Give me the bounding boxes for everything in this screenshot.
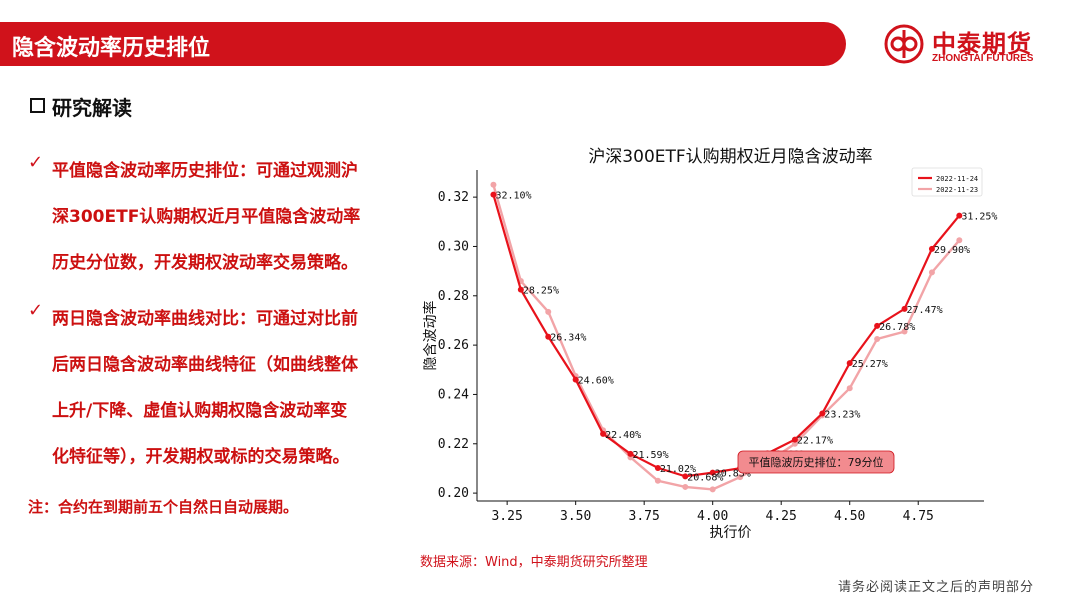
data-point	[956, 237, 963, 244]
bullet-line: 历史分位数，开发期权波动率交易策略。	[52, 253, 358, 273]
data-label: 21.59%	[632, 450, 668, 461]
data-point	[709, 486, 716, 493]
data-label: 24.60%	[578, 376, 614, 387]
data-point	[490, 181, 497, 188]
bullet-line: 两日隐含波动率曲线对比：可通过对比前	[52, 309, 358, 329]
data-point	[517, 286, 524, 293]
data-label: 29.90%	[934, 245, 970, 256]
data-label: 21.02%	[660, 464, 696, 475]
data-point	[846, 360, 853, 367]
x-tick-label: 3.25	[491, 509, 522, 524]
data-point	[791, 436, 798, 443]
data-label: 22.17%	[797, 436, 833, 447]
data-point	[682, 473, 689, 480]
x-tick-label: 4.25	[766, 509, 797, 524]
data-point	[928, 269, 935, 276]
data-label: 22.40%	[605, 430, 641, 441]
data-label: 31.25%	[961, 212, 997, 223]
y-tick-label: 0.22	[438, 437, 469, 452]
y-axis-label: 隐含波动率	[422, 301, 439, 371]
iv-smile-chart: 沪深300ETF认购期权近月隐含波动率 0.20 0.22 0.24 0.26 0.28 0…	[422, 147, 997, 541]
bullet-list: ✓ 平值隐含波动率历史排位：可通过观测沪 深300ETF认购期权近月平值隐含波动…	[28, 148, 400, 494]
data-label: 23.23%	[824, 409, 860, 420]
bullet-line: 上升/下降、虚值认购期权隐含波动率变	[52, 401, 348, 421]
y-tick-label: 0.20	[438, 486, 469, 501]
x-axis-label: 执行价	[710, 525, 752, 541]
data-label: 26.34%	[550, 333, 586, 344]
data-point	[654, 477, 661, 484]
series-line-2022-11-23	[492, 184, 961, 491]
y-tick-label: 0.28	[438, 289, 469, 304]
data-point	[874, 335, 881, 342]
percentile-annotation-box	[737, 450, 895, 474]
data-point	[928, 245, 935, 252]
disclaimer-footer: 请务必阅读正文之后的声明部分	[838, 580, 1035, 595]
rollover-note: 注：合约在到期前五个自然日自动展期。	[28, 498, 299, 516]
chart-title: 沪深300ETF认购期权近月隐含波动率	[588, 147, 872, 167]
section-title: 研究解读	[52, 96, 132, 120]
bullet-line: 深300ETF认购期权近月平值隐含波动率	[52, 207, 361, 227]
data-point	[545, 308, 552, 315]
data-point	[627, 450, 634, 457]
data-source: 数据来源：Wind，中泰期货研究所整理	[420, 555, 648, 570]
check-icon: ✓	[28, 300, 44, 321]
percentile-annotation: 平值隐波历史排位：79分位	[749, 455, 884, 469]
check-icon: ✓	[28, 152, 44, 173]
data-label: 26.78%	[879, 322, 915, 333]
data-point	[846, 385, 853, 392]
data-point	[737, 474, 744, 481]
y-tick-label: 0.26	[438, 338, 469, 353]
legend-label: 2022-11-24	[936, 175, 978, 183]
data-point	[654, 464, 661, 471]
data-point	[791, 440, 798, 447]
bullet-line: 平值隐含波动率历史排位：可通过观测沪	[52, 161, 358, 181]
data-label: 20.83%	[715, 469, 751, 480]
header-banner	[0, 22, 846, 66]
data-point	[901, 328, 908, 335]
bullet-line: 化特征等），开发期权或标的交易策略。	[52, 447, 350, 467]
data-point	[709, 469, 716, 476]
x-tick-label: 3.50	[560, 509, 591, 524]
y-tick-label: 0.30	[438, 239, 469, 254]
series-line-2022-11-24	[492, 194, 961, 478]
y-tick-label: 0.24	[438, 387, 469, 402]
logo-text: 中泰期货	[932, 30, 1032, 58]
page-title: 隐含波动率历史排位	[12, 36, 211, 61]
data-point	[490, 191, 497, 198]
data-point	[901, 305, 908, 312]
square-bullet-icon	[30, 98, 45, 113]
data-label: 20.68%	[687, 472, 723, 483]
data-point	[600, 430, 607, 437]
legend-label: 2022-11-23	[936, 186, 978, 194]
bullet-item: ✓ 两日隐含波动率曲线对比：可通过对比前 后两日隐含波动率曲线特征（如曲线整体 …	[28, 296, 400, 480]
x-tick-label: 4.50	[834, 509, 865, 524]
bullet-line: 后两日隐含波动率曲线特征（如曲线整体	[52, 355, 358, 375]
bullet-item: ✓ 平值隐含波动率历史排位：可通过观测沪 深300ETF认购期权近月平值隐含波动…	[28, 148, 400, 286]
data-point	[682, 483, 689, 490]
data-point	[572, 376, 579, 383]
y-tick-label: 0.32	[438, 190, 469, 205]
data-point	[874, 322, 881, 329]
x-tick-label: 4.00	[697, 509, 728, 524]
x-tick-label: 3.75	[629, 509, 660, 524]
data-label: 27.47%	[907, 305, 943, 316]
data-point	[819, 410, 826, 417]
data-label: 28.25%	[523, 286, 559, 297]
logo-subtext: ZHONGTAI FUTURES	[932, 53, 1034, 64]
data-label: 25.27%	[852, 359, 888, 370]
zhongtai-logo-icon	[884, 24, 924, 64]
data-point	[545, 333, 552, 340]
data-label: 32.10%	[495, 191, 531, 202]
x-tick-label: 4.75	[903, 509, 934, 524]
data-point	[956, 212, 963, 219]
